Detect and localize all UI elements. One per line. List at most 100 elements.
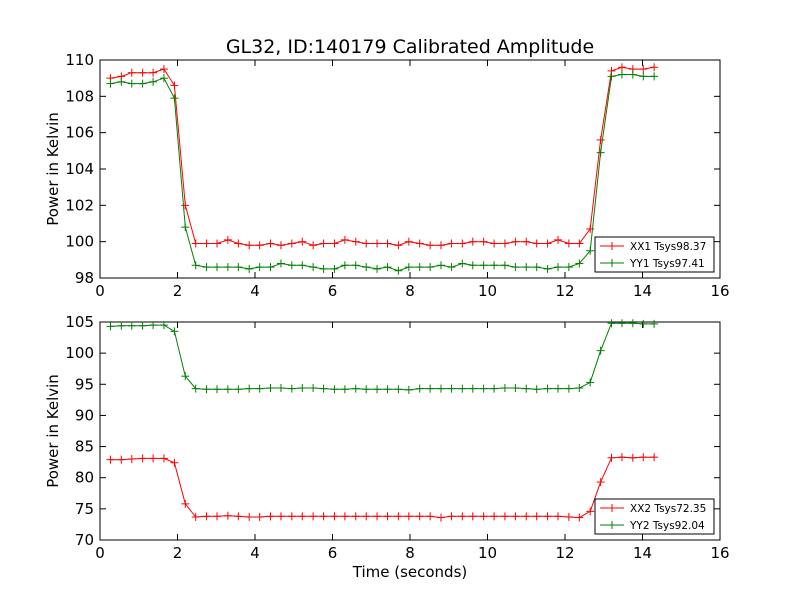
top-series-2-point [106, 79, 115, 88]
bottom-series-1-point [447, 512, 456, 521]
top-series [106, 63, 659, 275]
bottom-series-1-point [159, 454, 168, 463]
top-series-2-point [383, 263, 392, 272]
bottom-series-2-point [213, 385, 222, 394]
top-legend-label-2: YY1 Tsys97.41 [629, 258, 705, 270]
top-series-1-point [234, 239, 243, 248]
top-y-tick-label: 100 [65, 233, 94, 251]
top-series-2-point [362, 263, 371, 272]
bottom-series-1-point [426, 512, 435, 521]
bottom-series-2-point [181, 372, 190, 381]
bottom-series-2-point [373, 385, 382, 394]
top-series-1-point [351, 237, 360, 246]
bottom-series-1-point [415, 512, 424, 521]
top-series-1-point [191, 239, 200, 248]
top-x-tick-label: 2 [173, 282, 183, 300]
bottom-series-line-2 [110, 322, 655, 391]
bottom-series-1-point [373, 512, 382, 521]
bottom-series-2-point [532, 385, 541, 394]
bottom-series-1-point [309, 512, 318, 521]
top-y-tick-label: 102 [65, 196, 94, 214]
top-series-1-point [458, 239, 467, 248]
bottom-series-1-point [223, 511, 232, 520]
top-series-1-point [213, 239, 222, 248]
top-x-tick-label: 12 [555, 282, 574, 300]
bottom-series-2-point [650, 319, 659, 328]
top-series-2-point [202, 263, 211, 272]
top-series-2-point [223, 263, 232, 272]
top-series-2-point [404, 263, 413, 272]
bottom-series-2-point [522, 384, 531, 393]
top-series-1-point [437, 241, 445, 250]
top-y-axis-label: Power in Kelvin [44, 112, 62, 226]
top-series-1-point [202, 239, 211, 248]
bottom-series-1-point [532, 512, 541, 521]
bottom-series-1-point [394, 512, 403, 521]
top-series-1-point [266, 239, 275, 248]
bottom-series-2-point [245, 384, 254, 393]
top-series-1-point [170, 81, 179, 90]
bottom-series-2-point [596, 346, 605, 355]
bottom-series-2-point [639, 319, 648, 328]
bottom-series-1-point [266, 512, 275, 521]
bottom-series-1-point [468, 512, 477, 521]
bottom-series-2-point [383, 385, 392, 394]
top-series-1-point [543, 239, 552, 248]
bottom-y-tick-label: 85 [75, 438, 94, 456]
bottom-series-2-point [628, 319, 637, 328]
top-series-1-point [149, 68, 158, 77]
top-series-1-point [319, 239, 328, 248]
bottom-series-1-point [437, 513, 445, 522]
top-series-1-point [404, 237, 413, 246]
bottom-series-2-point [458, 384, 467, 393]
bottom-legend-label-2: YY2 Tsys92.04 [629, 520, 705, 532]
top-series-1-point [564, 239, 573, 248]
bottom-series-1-point [511, 512, 520, 521]
bottom-series-2-point [255, 384, 264, 393]
top-series-2-point [426, 263, 435, 272]
bottom-series-1-point [628, 453, 637, 462]
top-series-1-point [362, 239, 371, 248]
top-series-1-point [639, 65, 648, 74]
top-y-tick-label: 110 [65, 51, 94, 69]
bottom-series-2-point [106, 322, 115, 331]
bottom-series-2-point [330, 385, 339, 394]
top-series-2-point [255, 263, 264, 272]
bottom-series-1-point [362, 512, 371, 521]
top-x-tick-label: 6 [328, 282, 338, 300]
bottom-series-2-point [543, 384, 552, 393]
top-series-line-1 [110, 66, 655, 246]
bottom-series-1-point [351, 512, 360, 521]
top-series-1-point [276, 241, 285, 250]
top-series-1-point [223, 235, 232, 244]
top-series-2-point [138, 79, 147, 88]
top-series-1-point [330, 239, 339, 248]
bottom-series-1-point [170, 458, 179, 467]
top-series-1-point [479, 237, 488, 246]
top-series-2-point [170, 94, 179, 103]
top-series-2-point [543, 264, 552, 273]
bottom-series-1-point [330, 512, 339, 521]
top-series-1-point [426, 241, 435, 250]
bottom-series-2-point [437, 384, 445, 393]
top-series-2-point [330, 264, 339, 273]
bottom-series-1-point [650, 453, 659, 462]
top-series-2-point [245, 264, 254, 273]
top-series-2-point [468, 261, 477, 270]
bottom-series-2-point [340, 385, 349, 394]
bottom-series-1-point [319, 512, 328, 521]
top-y-tick-label: 108 [65, 87, 94, 105]
bottom-series-2-point [362, 385, 371, 394]
top-series-1-point [159, 65, 168, 74]
top-series-1-point [181, 201, 190, 210]
bottom-x-tick-label: 14 [633, 544, 652, 562]
top-y-tick-label: 106 [65, 124, 94, 142]
top-series-2-point [266, 263, 275, 272]
bottom-series-2-point [170, 327, 179, 336]
chart-title: GL32, ID:140179 Calibrated Amplitude [226, 36, 594, 58]
bottom-series-2-point [234, 385, 243, 394]
bottom-series-1-point [106, 455, 115, 464]
top-legend-label-1: XX1 Tsys98.37 [630, 241, 706, 253]
bottom-legend-label-1: XX2 Tsys72.35 [630, 503, 706, 515]
bottom-series-2-point [138, 321, 147, 330]
